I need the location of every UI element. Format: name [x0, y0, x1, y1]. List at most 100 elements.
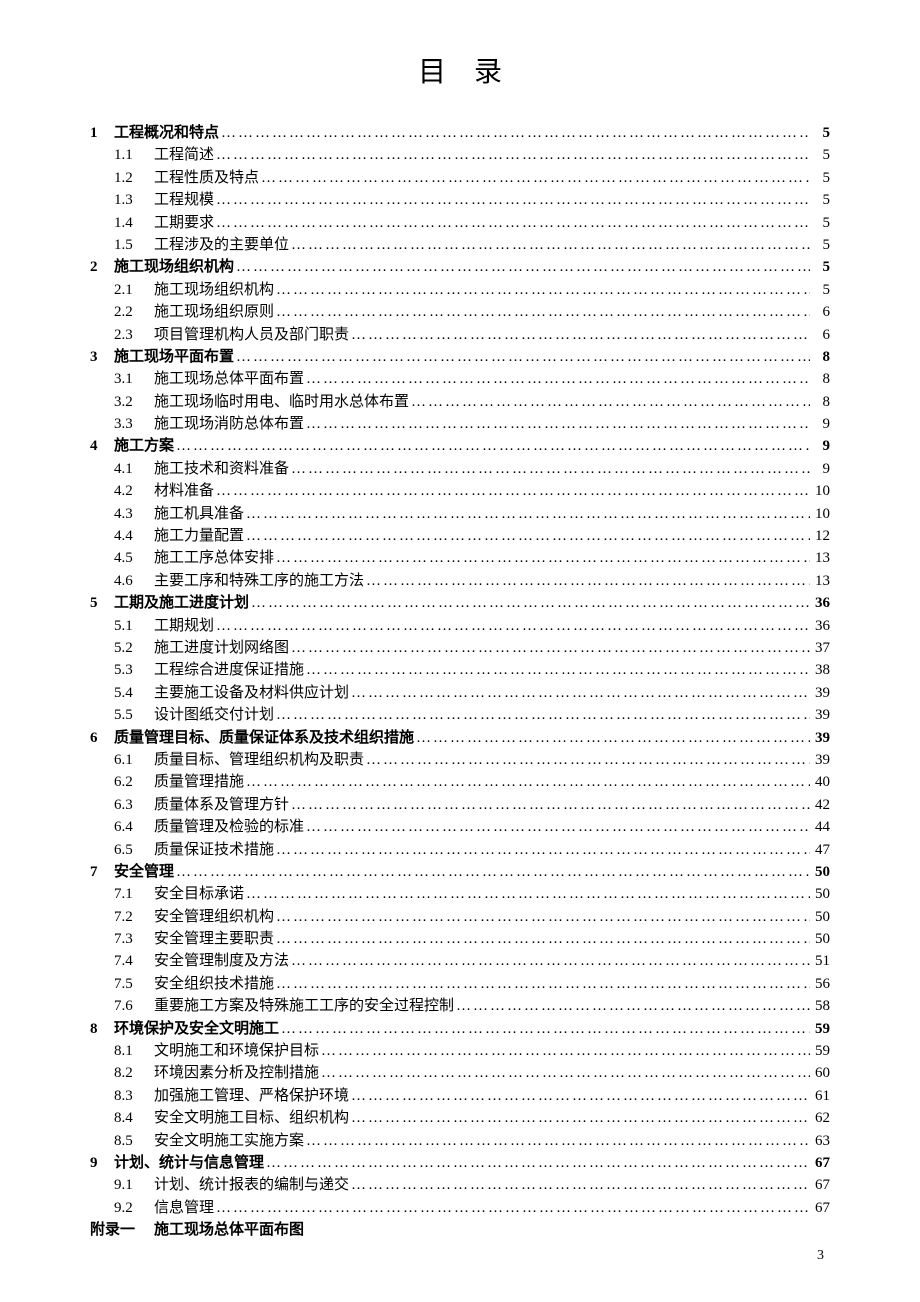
toc-entry-text: 环境因素分析及控制措施 [154, 1062, 319, 1085]
toc-subsection-number: 6.1 [114, 749, 154, 772]
toc-leader-dots: …………………………………………………………………………………………………………… [259, 167, 810, 190]
toc-subsection-number: 1.2 [114, 167, 154, 190]
toc-entry-text: 项目管理机构人员及部门职责 [154, 324, 349, 347]
toc-entry-text: 施工机具准备 [154, 503, 244, 526]
toc-leader-dots: …………………………………………………………………………………………………………… [274, 839, 810, 862]
toc-subsection-number: 2.2 [114, 301, 154, 324]
toc-section-number: 3 [90, 346, 114, 369]
toc-entry-text: 工程规模 [154, 189, 214, 212]
toc-entry-text: 施工现场临时用电、临时用水总体布置 [154, 391, 409, 414]
toc-title: 目录 [90, 50, 830, 90]
toc-entry-text: 工期及施工进度计划 [114, 592, 249, 615]
toc-leader-dots: …………………………………………………………………………………………………………… [289, 794, 810, 817]
toc-subsection-number: 1.3 [114, 189, 154, 212]
toc-page-number: 8 [810, 368, 830, 391]
toc-leader-dots: …………………………………………………………………………………………………………… [304, 368, 810, 391]
toc-page-number: 5 [810, 256, 830, 279]
toc-section-number: 5 [90, 592, 114, 615]
toc-entry-text: 施工现场组织机构 [114, 256, 234, 279]
toc-entry-text: 质量管理及检验的标准 [154, 816, 304, 839]
toc-row: 9计划、统计与信息管理……………………………………………………………………………… [90, 1152, 830, 1174]
toc-entry-text: 质量管理目标、质量保证体系及技术组织措施 [114, 727, 414, 750]
toc-page-number: 67 [810, 1197, 830, 1220]
toc-leader-dots: …………………………………………………………………………………………………………… [264, 1152, 810, 1175]
toc-leader-dots: …………………………………………………………………………………………………………… [304, 1130, 810, 1153]
toc-entry-text: 工期要求 [154, 212, 214, 235]
toc-entry-text: 材料准备 [154, 480, 214, 503]
toc-row: 5.5设计图纸交付计划……………………………………………………………………………… [90, 704, 830, 726]
toc-section-number: 6 [90, 727, 114, 750]
toc-leader-dots: …………………………………………………………………………………………………………… [244, 771, 810, 794]
toc-subsection-number: 6.5 [114, 839, 154, 862]
toc-page-number: 37 [810, 637, 830, 660]
toc-section-number: 8 [90, 1018, 114, 1041]
toc-page-number: 44 [810, 816, 830, 839]
toc-leader-dots: …………………………………………………………………………………………………………… [214, 1197, 810, 1220]
toc-entry-text: 施工工序总体安排 [154, 547, 274, 570]
toc-row: 8.3加强施工管理、严格保护环境………………………………………………………………… [90, 1085, 830, 1107]
toc-leader-dots: …………………………………………………………………………………………………………… [289, 637, 810, 660]
toc-entry-text: 施工现场总体平面布置 [154, 368, 304, 391]
toc-section-number: 2 [90, 256, 114, 279]
toc-subsection-number: 9.1 [114, 1174, 154, 1197]
toc-subsection-number: 8.2 [114, 1062, 154, 1085]
page-number: 3 [817, 1248, 824, 1264]
toc-entry-text: 安全目标承诺 [154, 883, 244, 906]
toc-entry-text: 重要施工方案及特殊施工工序的安全过程控制 [154, 995, 454, 1018]
toc-entry-text: 施工现场消防总体布置 [154, 413, 304, 436]
toc-leader-dots: …………………………………………………………………………………………………………… [409, 391, 810, 414]
toc-subsection-number: 5.4 [114, 682, 154, 705]
toc-row: 4.1施工技术和资料准备…………………………………………………………………………… [90, 458, 830, 480]
toc-leader-dots: …………………………………………………………………………………………………………… [274, 279, 810, 302]
toc-page-number: 38 [810, 659, 830, 682]
toc-leader-dots: …………………………………………………………………………………………………………… [364, 749, 810, 772]
toc-page-number: 67 [810, 1174, 830, 1197]
toc-leader-dots: …………………………………………………………………………………………………………… [274, 928, 810, 951]
toc-subsection-number: 6.2 [114, 771, 154, 794]
toc-leader-dots: …………………………………………………………………………………………………………… [274, 301, 810, 324]
toc-subsection-number: 2.1 [114, 279, 154, 302]
toc-subsection-number: 5.1 [114, 615, 154, 638]
toc-row: 6.4质量管理及检验的标准………………………………………………………………………… [90, 816, 830, 838]
toc-appendix-number: 附录一 [90, 1219, 154, 1242]
toc-row: 8环境保护及安全文明施工…………………………………………………………………………… [90, 1018, 830, 1040]
toc-subsection-number: 8.1 [114, 1040, 154, 1063]
toc-page-number: 39 [810, 704, 830, 727]
toc-page-number: 42 [810, 794, 830, 817]
toc-row: 1工程概况和特点……………………………………………………………………………………… [90, 122, 830, 144]
toc-page-number: 39 [810, 682, 830, 705]
toc-leader-dots: …………………………………………………………………………………………………………… [319, 1062, 810, 1085]
toc-leader-dots: …………………………………………………………………………………………………………… [234, 346, 810, 369]
toc-page-number: 67 [810, 1152, 830, 1175]
toc-leader-dots: …………………………………………………………………………………………………………… [454, 995, 810, 1018]
toc-leader-dots: …………………………………………………………………………………………………………… [349, 1107, 810, 1130]
toc-page-number: 5 [810, 122, 830, 145]
toc-section-number: 9 [90, 1152, 114, 1175]
toc-page-number: 5 [810, 234, 830, 257]
toc-page-number: 63 [810, 1130, 830, 1153]
toc-page-number: 56 [810, 973, 830, 996]
toc-subsection-number: 7.3 [114, 928, 154, 951]
toc-page-number: 5 [810, 212, 830, 235]
toc-subsection-number: 1.5 [114, 234, 154, 257]
toc-page-number: 8 [810, 346, 830, 369]
toc-entry-text: 工程涉及的主要单位 [154, 234, 289, 257]
toc-leader-dots: …………………………………………………………………………………………………………… [414, 727, 810, 750]
toc-page-number: 5 [810, 167, 830, 190]
toc-leader-dots: …………………………………………………………………………………………………………… [274, 704, 810, 727]
toc-leader-dots: …………………………………………………………………………………………………………… [214, 615, 810, 638]
toc-entry-text: 文明施工和环境保护目标 [154, 1040, 319, 1063]
toc-leader-dots: …………………………………………………………………………………………………………… [174, 861, 810, 884]
toc-leader-dots: …………………………………………………………………………………………………………… [219, 122, 810, 145]
toc-row: 4.4施工力量配置…………………………………………………………………………………… [90, 525, 830, 547]
toc-page-number: 9 [810, 458, 830, 481]
toc-page-number: 5 [810, 279, 830, 302]
toc-entry-text: 工程概况和特点 [114, 122, 219, 145]
toc-page-number: 5 [810, 144, 830, 167]
toc-entry-text: 质量管理措施 [154, 771, 244, 794]
toc-row: 3.2施工现场临时用电、临时用水总体布置……………………………………………………… [90, 391, 830, 413]
toc-row: 5.3工程综合进度保证措施………………………………………………………………………… [90, 659, 830, 681]
toc-leader-dots: …………………………………………………………………………………………………………… [274, 973, 810, 996]
toc-row: 7安全管理……………………………………………………………………………………………… [90, 861, 830, 883]
toc-leader-dots: …………………………………………………………………………………………………………… [289, 950, 810, 973]
